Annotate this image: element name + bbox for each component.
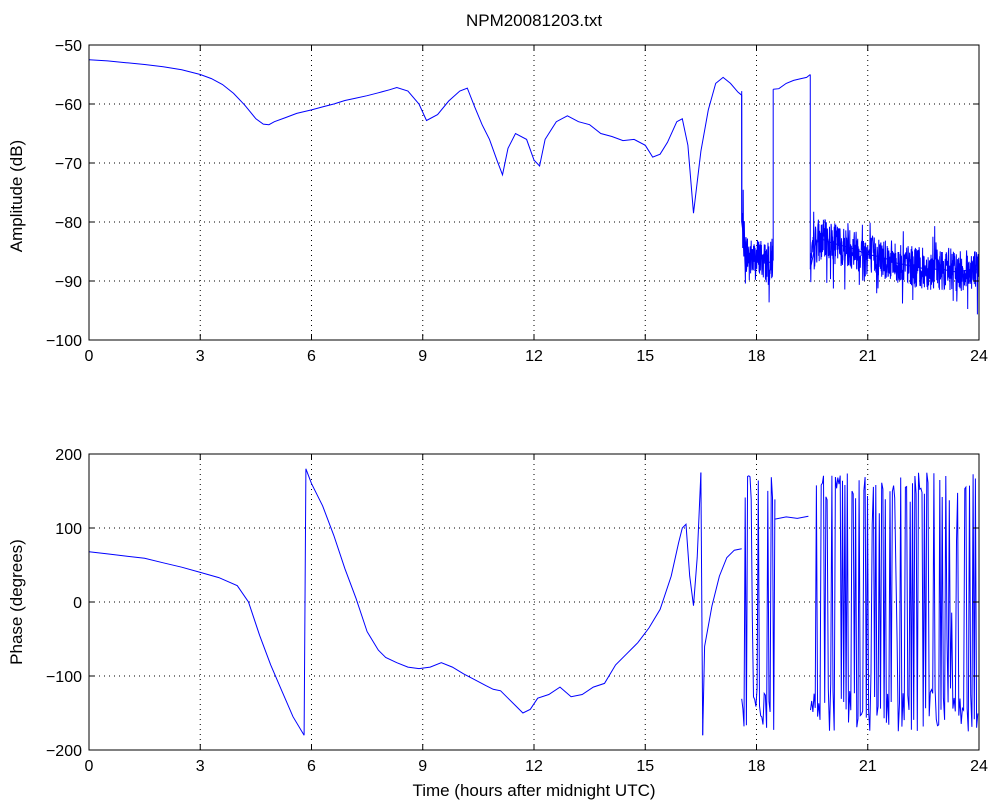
x-tick-label: 12 [525,348,543,365]
y-tick-label: −100 [46,333,82,350]
y-tick-label: −60 [55,97,82,114]
x-axis-label: Time (hours after midnight UTC) [412,781,655,800]
x-tick-label: 6 [307,758,316,775]
x-tick-label: 24 [970,758,988,775]
x-tick-label: 21 [859,758,877,775]
x-tick-label: 6 [307,348,316,365]
x-tick-label: 15 [636,758,654,775]
series-jump [700,472,704,736]
y-tick-label: −70 [55,156,82,173]
series-noise [741,91,774,303]
x-tick-label: 9 [418,758,427,775]
phase-series [88,468,979,736]
phase-ticks: 0 3 6 9 12 15 18 21 24 −200 −100 0 100 200 [46,447,988,775]
series-line-segment [774,515,809,520]
chart-title: NPM20081203.txt [466,11,602,30]
x-tick-label: 3 [196,348,205,365]
series-line-segment [88,59,743,214]
x-tick-label: 0 [85,348,94,365]
amplitude-grid [89,45,979,340]
x-tick-label: 0 [85,758,94,775]
series-line-segment [88,551,305,736]
y-tick-label: 200 [55,447,82,464]
y-tick-label: −100 [46,669,82,686]
amplitude-series [88,59,980,315]
x-tick-label: 12 [525,758,543,775]
x-tick-label: 18 [748,348,766,365]
series-line-segment [773,74,811,90]
series-wrap [741,475,776,730]
series-line-segment [702,548,742,736]
phase-grid [89,454,979,750]
x-tick-label: 18 [748,758,766,775]
y-tick-label: −200 [46,743,82,760]
phase-ylabel: Phase (degrees) [7,539,26,665]
phase-axes: 0 3 6 9 12 15 18 21 24 −200 −100 0 100 200 Phase (deg… [7,447,988,775]
x-tick-label: 15 [636,348,654,365]
amplitude-ylabel: Amplitude (dB) [7,140,26,252]
amplitude-ticks: 0 3 6 9 12 15 18 21 24 −100 −90 −80 −70 −60 −50 [46,38,988,365]
x-tick-label: 21 [859,348,877,365]
y-tick-label: 0 [73,595,82,612]
y-tick-label: −50 [55,38,82,55]
amplitude-axes: 0 3 6 9 12 15 18 21 24 −100 −90 −80 −70 −60 −50 Amplit… [7,38,988,365]
series-wrap [810,472,979,732]
y-tick-label: −80 [55,215,82,232]
series-line-segment [303,468,702,736]
x-tick-label: 24 [970,348,988,365]
y-tick-label: −90 [55,274,82,291]
x-tick-label: 3 [196,758,205,775]
y-tick-label: 100 [55,521,82,538]
x-tick-label: 9 [418,348,427,365]
series-noise [810,211,980,315]
